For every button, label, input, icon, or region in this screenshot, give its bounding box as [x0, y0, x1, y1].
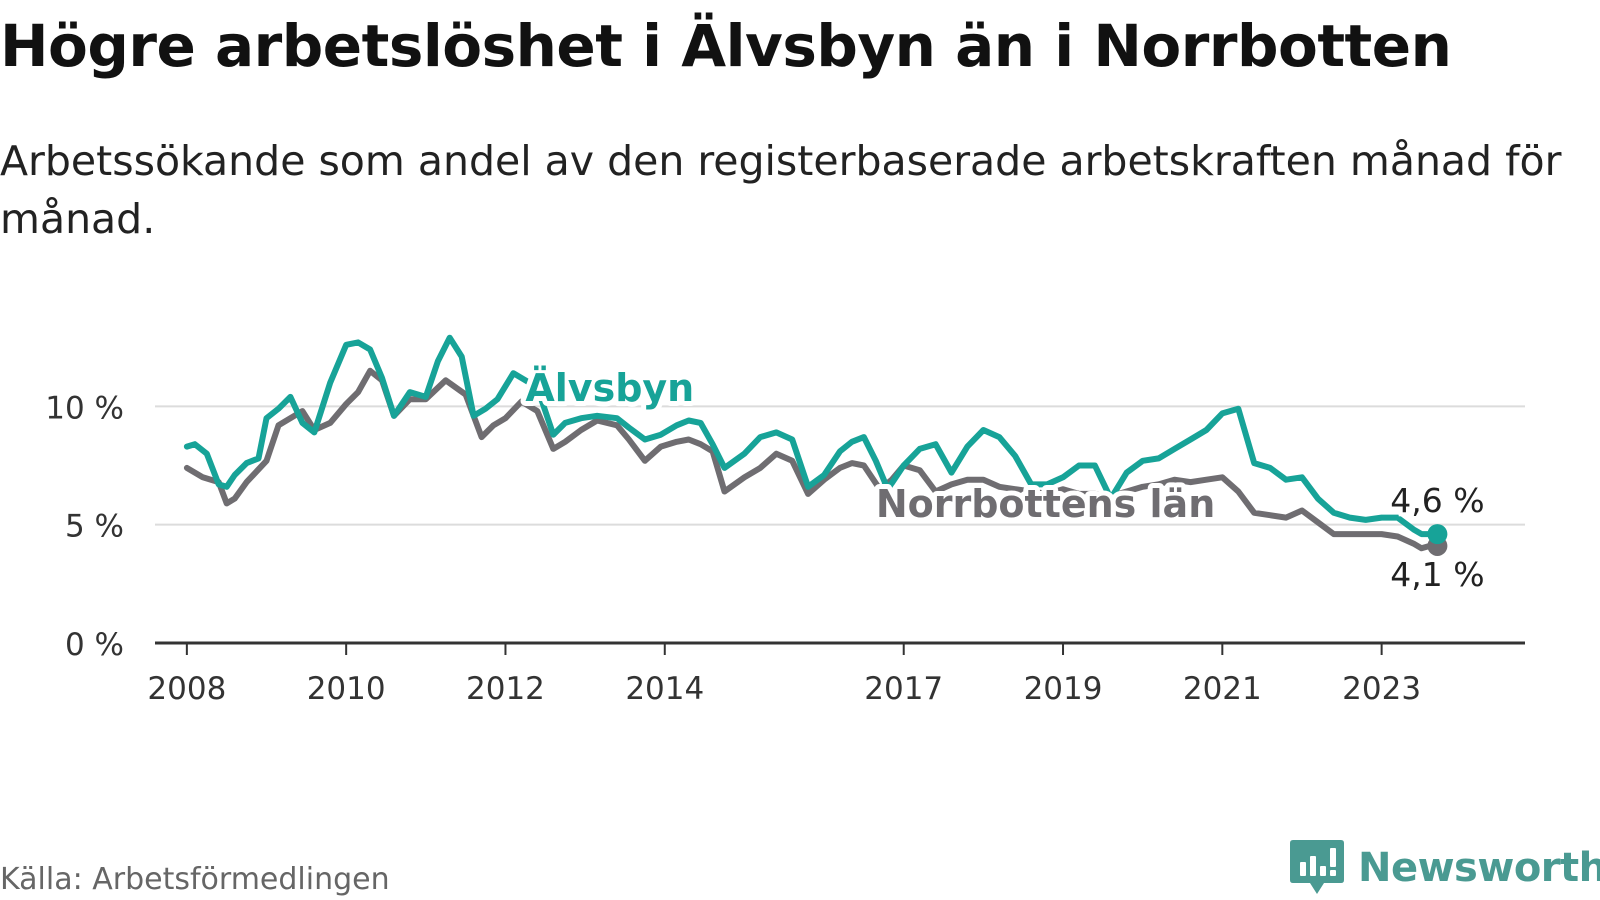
x-axis-ticks: 2008 2010 2012 2014 2017 2019 2021 2023	[147, 643, 1421, 707]
x-tick-label: 2012	[466, 671, 545, 707]
chart-subtitle: Arbetssökande som andel av den registerb…	[0, 137, 1562, 243]
x-tick-label: 2008	[147, 671, 226, 707]
x-tick-label: 2010	[307, 671, 386, 707]
newsworthy-icon	[1290, 840, 1344, 894]
series-lines	[183, 334, 1448, 556]
series-label-norrbotten: Norrbottens län	[876, 482, 1215, 526]
series-labels: Älvsbyn Norrbottens län 4,6 % 4,1 %	[520, 361, 1488, 598]
brand-logo: Newsworthy	[1290, 840, 1600, 896]
gridlines	[155, 405, 1525, 645]
source-note: Källa: Arbetsförmedlingen	[0, 862, 390, 897]
series-line-norrbotten	[183, 367, 1441, 552]
x-tick-label: 2023	[1342, 671, 1421, 707]
x-tick-label: 2017	[864, 671, 943, 707]
brand-name: Newsworthy	[1358, 845, 1600, 891]
x-tick-label: 2021	[1183, 671, 1262, 707]
end-label-norrbotten: 4,1 %	[1390, 555, 1484, 594]
y-axis-ticks: 0 % 5 % 10 %	[45, 390, 124, 663]
end-label-alvsbyn: 4,6 %	[1390, 481, 1484, 520]
y-tick-label: 10 %	[45, 390, 124, 426]
y-tick-label: 0 %	[65, 627, 124, 663]
y-tick-label: 5 %	[65, 509, 124, 545]
x-tick-label: 2014	[625, 671, 704, 707]
chart-title: Högre arbetslöshet i Älvsbyn än i Norrbo…	[0, 12, 1452, 80]
series-label-alvsbyn: Älvsbyn	[525, 366, 694, 410]
line-chart: 0 %5 %10 % 2008 2010 2012 2014 2017 2019 2021 2…	[45, 334, 1525, 707]
series-line-alvsbyn	[183, 334, 1441, 538]
x-tick-label: 2019	[1024, 671, 1103, 707]
end-marker-alvsbyn	[1427, 524, 1448, 545]
